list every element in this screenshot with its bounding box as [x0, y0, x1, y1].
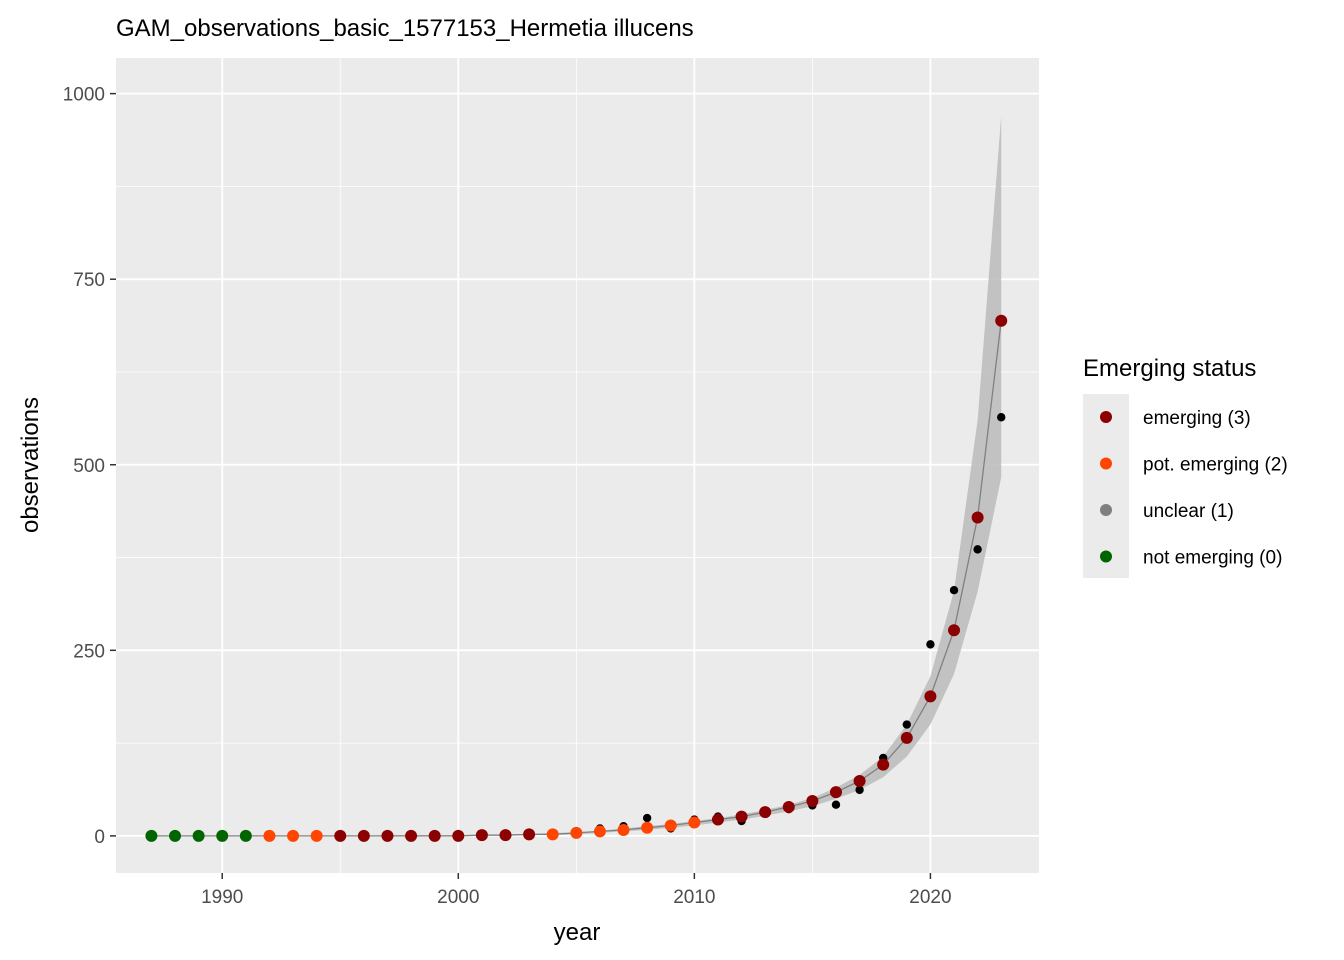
observed-point: [642, 813, 652, 823]
y-tick-label: 250: [73, 641, 105, 662]
fitted-point: [641, 821, 654, 834]
y-axis-title: observations: [17, 397, 44, 533]
fitted-point: [357, 829, 370, 842]
fitted-point: [711, 813, 724, 826]
fitted-point: [239, 829, 252, 842]
legend-label: pot. emerging (2): [1143, 455, 1288, 476]
legend-label: unclear (1): [1143, 501, 1234, 522]
fitted-point: [995, 314, 1008, 327]
fitted-point: [428, 829, 441, 842]
fitted-point: [192, 829, 205, 842]
observed-point: [997, 413, 1006, 422]
x-axis-title: year: [554, 919, 601, 946]
observed-point: [926, 640, 935, 649]
fitted-points: [145, 314, 1008, 842]
observed-point: [831, 800, 841, 809]
fitted-point: [735, 810, 748, 823]
fitted-point: [169, 829, 182, 842]
observed-point: [855, 785, 864, 795]
fitted-point: [523, 828, 536, 841]
y-tick-label: 0: [94, 827, 105, 848]
grid: [116, 58, 1039, 873]
y-tick-label: 500: [73, 456, 105, 477]
fitted-point: [688, 816, 701, 829]
y-tick-label: 1000: [63, 85, 105, 106]
fitted-point: [971, 511, 984, 524]
fitted-point: [216, 829, 229, 842]
legend: Emerging status emerging (3) pot. emergin…: [1083, 355, 1288, 578]
fitted-point: [405, 829, 418, 842]
x-tick-label: 2020: [909, 887, 951, 908]
x-tick-label: 2010: [673, 887, 715, 908]
fitted-point: [263, 829, 276, 842]
x-tick-label: 2000: [437, 887, 479, 908]
fitted-point: [829, 786, 842, 799]
legend-key: [1100, 457, 1112, 470]
fitted-point: [310, 829, 323, 842]
fitted-point: [900, 731, 913, 744]
fitted-point: [334, 829, 347, 842]
observed-point: [902, 720, 912, 729]
legend-key: [1100, 411, 1112, 423]
fitted-point: [877, 758, 890, 771]
fitted-point: [948, 624, 961, 637]
fitted-point: [145, 829, 158, 842]
fitted-point: [570, 826, 583, 839]
fitted-point: [782, 800, 795, 813]
x-axis: 1990 2000 2010 2020: [201, 873, 952, 908]
legend-key: [1100, 550, 1112, 563]
legend-title: Emerging status: [1083, 355, 1256, 382]
legend-label: emerging (3): [1143, 408, 1251, 429]
observed-point: [973, 545, 982, 554]
x-tick-label: 1990: [201, 887, 243, 908]
fitted-point: [759, 806, 772, 819]
fitted-point: [617, 823, 630, 836]
fitted-point: [546, 828, 559, 841]
y-axis: 0 250 500 750 1000: [63, 85, 116, 848]
chart-title: GAM_observations_basic_1577153_Hermetia …: [116, 15, 694, 42]
fitted-point: [853, 774, 866, 787]
fitted-point: [381, 829, 394, 842]
legend-label: not emerging (0): [1143, 548, 1282, 569]
y-tick-label: 750: [73, 270, 105, 291]
fitted-point: [452, 829, 465, 842]
fitted-point: [499, 829, 512, 842]
fitted-point: [475, 829, 488, 842]
legend-key: [1100, 504, 1112, 516]
fitted-point: [287, 829, 300, 842]
fitted-point: [806, 795, 819, 808]
observed-point: [949, 585, 959, 595]
fitted-point: [593, 825, 606, 838]
fitted-point: [924, 690, 937, 703]
fitted-point: [664, 819, 677, 832]
legend-key-background: [1083, 394, 1129, 578]
